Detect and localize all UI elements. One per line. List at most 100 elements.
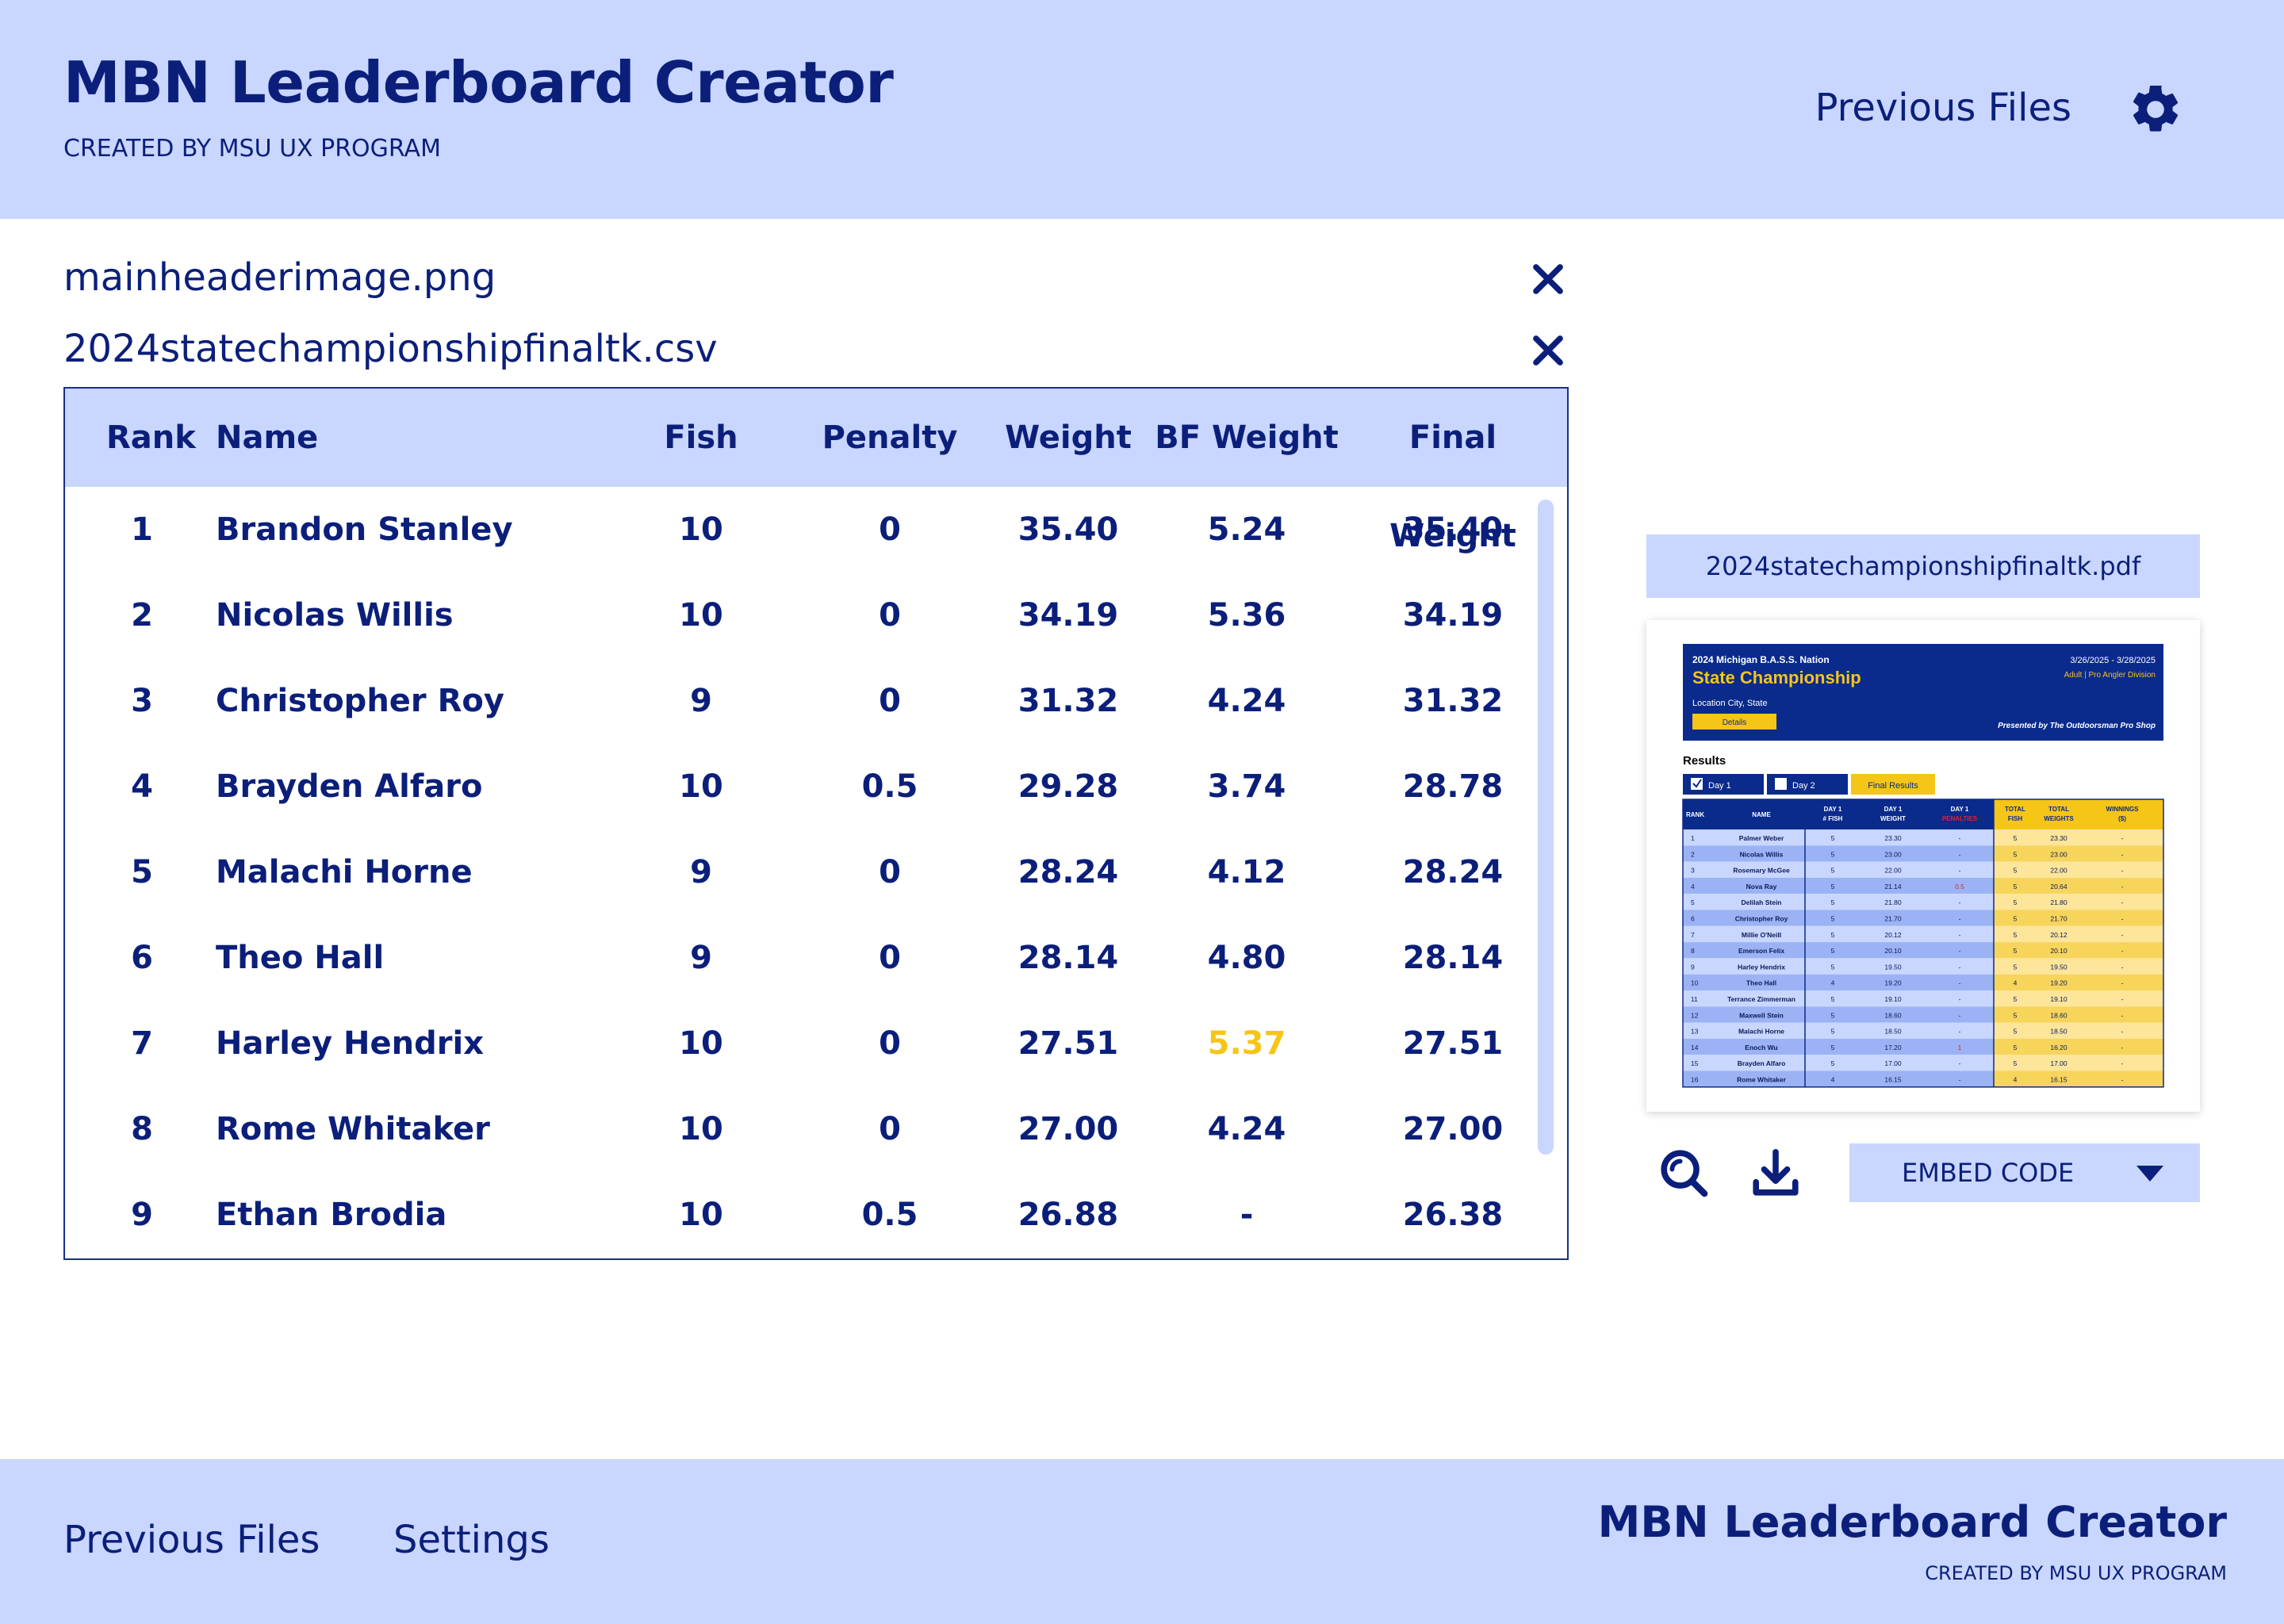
pdf-table-row-bg <box>1683 910 1994 926</box>
footer-previous-files-link[interactable]: Previous Files <box>63 1518 320 1562</box>
table-row[interactable]: 4 Brayden Alfaro 10 0.5 29.28 3.74 28.78 <box>65 744 1567 829</box>
pdf-table-header-cell: ($) <box>2118 815 2126 822</box>
table-row[interactable]: 6 Theo Hall 9 0 28.14 4.80 28.14 <box>65 915 1567 1001</box>
pdf-tab-label: Day 2 <box>1792 781 1815 791</box>
pdf-table-cell: 4 <box>2014 979 2018 987</box>
pdf-table-row-bg <box>1683 925 1994 943</box>
pdf-table-header-bg <box>1683 799 1994 829</box>
zoom-icon[interactable] <box>1656 1145 1711 1201</box>
table-row[interactable]: 5 Malachi Horne 9 0 28.24 4.12 28.24 <box>65 829 1567 915</box>
table-row[interactable]: 1 Brandon Stanley 10 0 35.40 5.24 35.40 <box>65 487 1567 573</box>
pdf-table-cell: 18.50 <box>2050 1028 2067 1036</box>
column-header-penalty[interactable]: Penalty <box>822 419 958 456</box>
column-header-weight[interactable]: Weight <box>1005 419 1132 456</box>
app-header: MBN Leaderboard Creator CREATED BY MSU U… <box>0 0 2284 219</box>
cell-penalty: 0 <box>879 683 901 719</box>
pdf-table-header-cell: TOTAL <box>2048 806 2069 813</box>
pdf-table-cell: 4 <box>1831 979 1835 987</box>
pdf-table-cell: 2 <box>1691 850 1695 858</box>
embed-code-dropdown[interactable]: EMBED CODE <box>1849 1143 2200 1202</box>
pdf-table-header-cell: DAY 1 <box>1884 806 1903 813</box>
pdf-banner-presented: Presented by The Outdoorsman Pro Shop <box>1998 722 2156 730</box>
pdf-table-row-total-bg <box>1994 894 2163 910</box>
table-row[interactable]: 9 Ethan Brodia 10 0.5 26.88 - 26.38 <box>65 1172 1567 1258</box>
footer-settings-link[interactable]: Settings <box>393 1518 550 1562</box>
pdf-table-cell: - <box>2121 979 2124 987</box>
pdf-table-cell: 19.50 <box>1884 963 1902 971</box>
download-icon[interactable] <box>1748 1145 1803 1201</box>
pdf-table-cell: Rome Whitaker <box>1737 1076 1787 1084</box>
pdf-table-cell: - <box>2121 883 2124 891</box>
pdf-table-cell: 10 <box>1691 979 1699 987</box>
pdf-table-cell: Harley Hendrix <box>1738 963 1785 971</box>
pdf-table-cell: 5 <box>1831 963 1835 971</box>
pdf-table-row-total-bg <box>1994 1071 2163 1087</box>
cell-weight: 34.19 <box>1017 597 1119 634</box>
pdf-table-cell: Theo Hall <box>1746 979 1776 987</box>
pdf-table-row-bg <box>1683 1055 1994 1071</box>
pdf-table-row-total-bg <box>1994 942 2163 959</box>
cell-weight: 31.32 <box>1017 683 1119 719</box>
pdf-table-row-total-bg <box>1994 861 2163 878</box>
table-row[interactable]: 2 Nicolas Willis 10 0 34.19 5.36 34.19 <box>65 573 1567 658</box>
column-header-rank[interactable]: Rank <box>106 419 196 456</box>
pdf-table-cell: 5 <box>2014 883 2018 891</box>
pdf-table-cell: 1 <box>1691 834 1695 842</box>
cell-weight: 28.24 <box>1017 854 1119 891</box>
pdf-table-cell: 4 <box>1691 883 1695 891</box>
pdf-table-cell: 5 <box>2014 915 2018 923</box>
column-header-fish[interactable]: Fish <box>664 419 738 456</box>
table-row[interactable]: 7 Harley Hendrix 10 0 27.51 5.37 27.51 <box>65 1001 1567 1086</box>
pdf-table-cell: - <box>2121 915 2124 923</box>
pdf-table-cell: - <box>2121 1059 2124 1067</box>
pdf-table-row-total-bg <box>1994 910 2163 926</box>
pdf-banner-org: 2024 Michigan B.A.S.S. Nation <box>1692 654 1830 665</box>
pdf-table-header-cell: RANK <box>1686 811 1704 818</box>
pdf-table-cell: - <box>1959 1059 1961 1067</box>
cell-name: Malachi Horne <box>216 854 473 891</box>
cell-weight: 29.28 <box>1017 768 1119 805</box>
pdf-table-cell: 21.70 <box>2050 915 2067 923</box>
previous-files-link[interactable]: Previous Files <box>1815 86 2071 130</box>
pdf-table-cell: - <box>1959 850 1961 858</box>
pdf-table-cell: 6 <box>1691 915 1695 923</box>
cell-bf-weight: 4.12 <box>1207 854 1286 891</box>
column-header-final-weight[interactable]: Final Weight <box>1389 419 1516 554</box>
cell-rank: 9 <box>131 1197 153 1233</box>
gear-icon[interactable] <box>2127 81 2184 138</box>
pdf-table-cell: 22.00 <box>2050 867 2067 875</box>
pdf-table-cell: 5 <box>2014 931 2018 939</box>
pdf-table-header-cell: DAY 1 <box>1824 806 1842 813</box>
pdf-table-cell: 5 <box>1831 1011 1835 1019</box>
pdf-table-row-bg <box>1683 1038 1994 1055</box>
cell-bf-weight: 5.36 <box>1207 597 1286 634</box>
pdf-preview[interactable]: 2024 Michigan B.A.S.S. Nation State Cham… <box>1646 620 2200 1112</box>
table-scrollbar[interactable] <box>1538 500 1554 1155</box>
cell-penalty: 0 <box>879 940 901 976</box>
column-header-name[interactable]: Name <box>216 419 319 456</box>
pdf-table-cell: Christopher Roy <box>1735 915 1788 923</box>
pdf-table-cell: 20.12 <box>1884 931 1902 939</box>
pdf-table-cell: 23.30 <box>2050 834 2067 842</box>
pdf-table-cell: 5 <box>1831 1044 1835 1051</box>
cell-weight: 28.14 <box>1017 940 1119 976</box>
pdf-table-cell: 23.00 <box>2050 850 2067 858</box>
column-header-bf-weight[interactable]: BF Weight <box>1155 419 1339 456</box>
cell-name: Ethan Brodia <box>216 1197 447 1233</box>
pdf-results-label: Results <box>1683 754 1726 768</box>
table-row[interactable]: 3 Christopher Roy 9 0 31.32 4.24 31.32 <box>65 658 1567 744</box>
footer-subtitle: CREATED BY MSU UX PROGRAM <box>1925 1562 2227 1584</box>
pdf-table-cell: 5 <box>2014 867 2018 875</box>
pdf-table-cell: - <box>1959 1028 1961 1036</box>
cell-name: Rome Whitaker <box>216 1111 490 1147</box>
pdf-banner-division: Adult | Pro Angler Division <box>2064 671 2156 680</box>
pdf-table-cell: - <box>2121 867 2124 875</box>
pdf-table-cell: 5 <box>1831 850 1835 858</box>
table-row[interactable]: 8 Rome Whitaker 10 0 27.00 4.24 27.00 <box>65 1086 1567 1172</box>
pdf-table-cell: Emerson Felix <box>1738 947 1784 955</box>
pdf-file-name[interactable]: 2024statechampionshipfinaltk.pdf <box>1646 534 2200 598</box>
app-subtitle: CREATED BY MSU UX PROGRAM <box>63 135 441 163</box>
close-icon[interactable] <box>1527 330 1569 371</box>
cell-fish: 10 <box>679 1197 723 1233</box>
close-icon[interactable] <box>1527 259 1569 300</box>
